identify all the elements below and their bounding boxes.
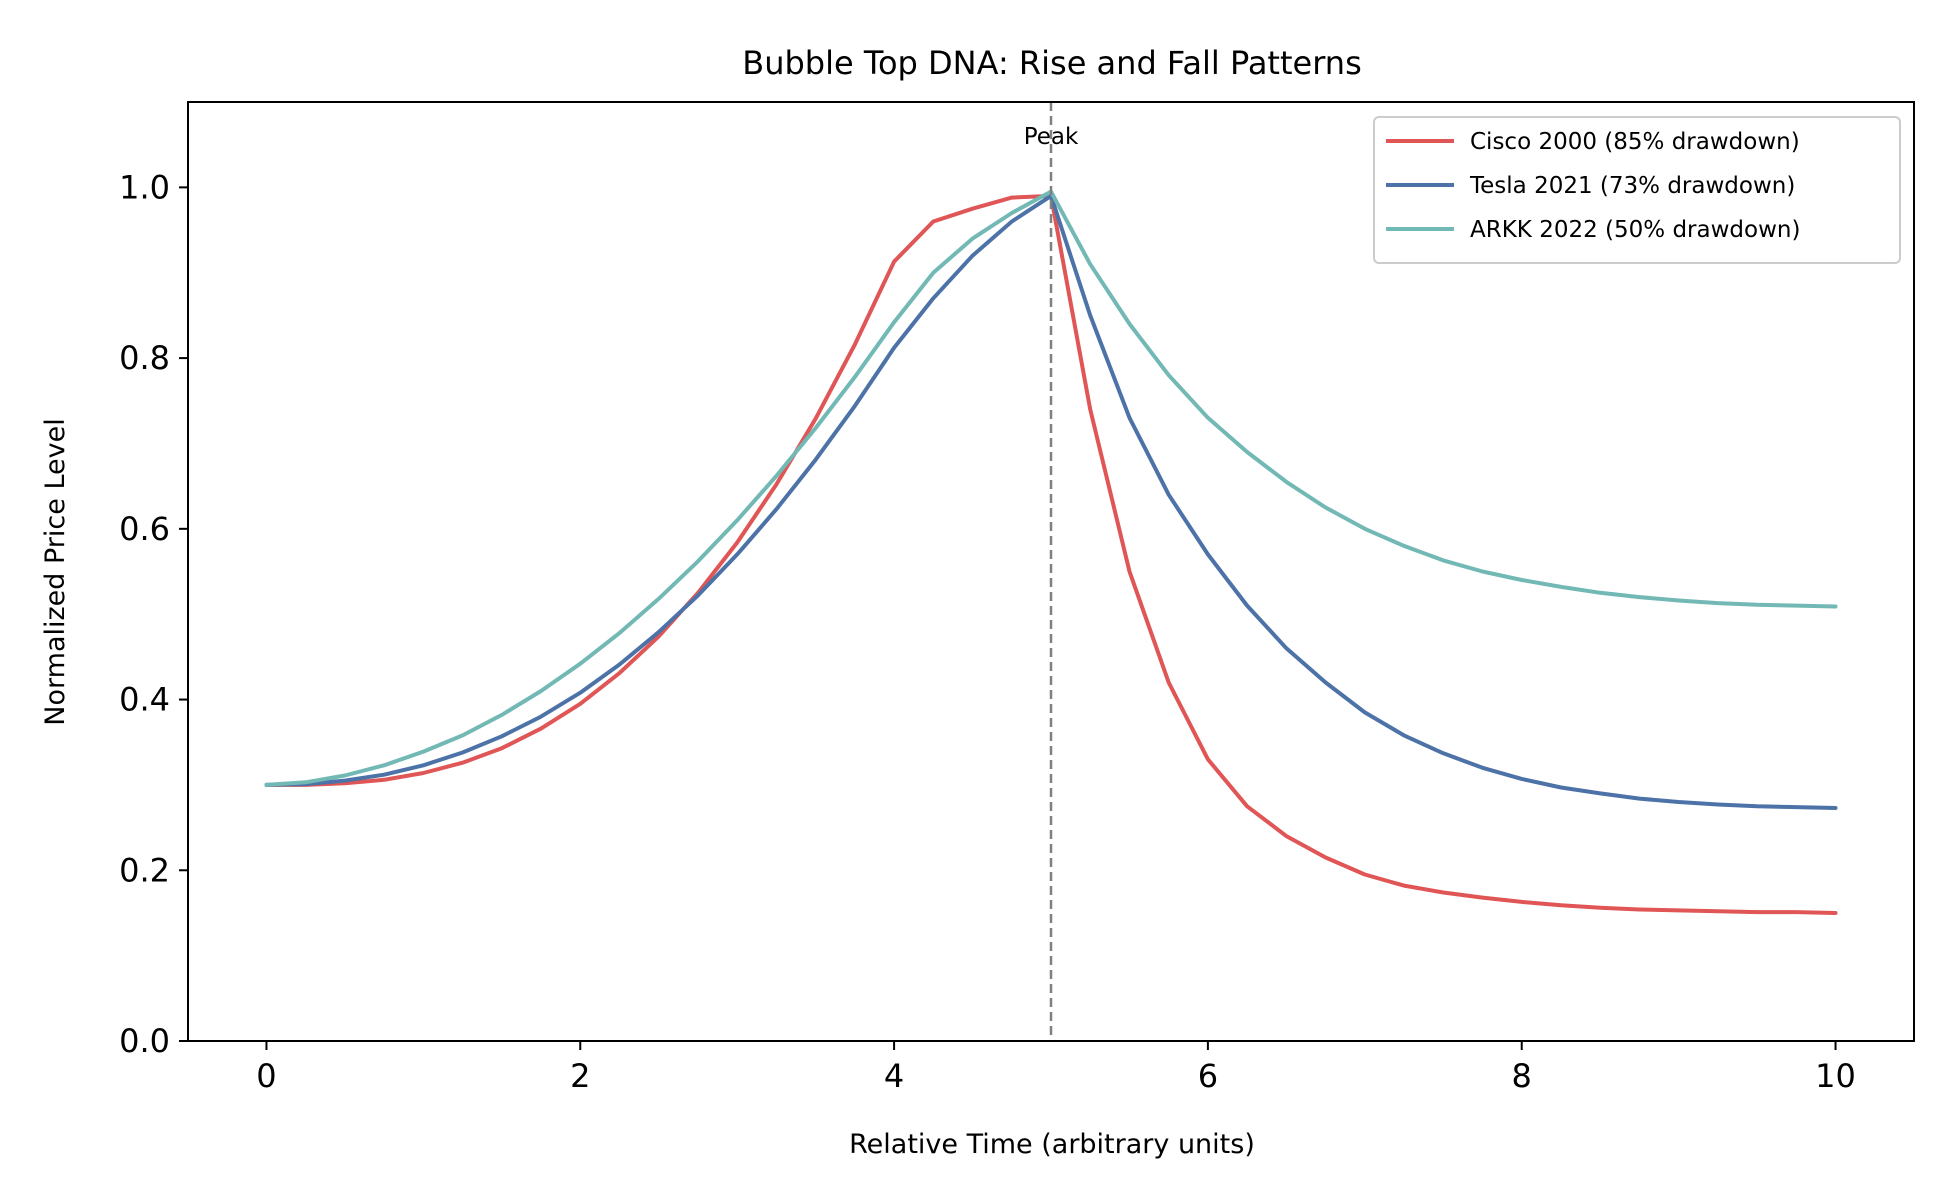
plot-frame (187, 101, 1915, 1042)
chart-title: Bubble Top DNA: Rise and Fall Patterns (742, 44, 1362, 82)
y-axis-label: Normalized Price Level (40, 418, 71, 725)
x-tick-label: 10 (1815, 1057, 1856, 1095)
x-tick-label: 6 (1198, 1057, 1218, 1095)
x-tick-label: 2 (570, 1057, 590, 1095)
legend-label: Tesla 2021 (73% drawdown) (1469, 173, 1795, 199)
x-tick-label: 8 (1512, 1057, 1532, 1095)
peak-label: Peak (1024, 124, 1079, 150)
y-tick-label: 0.0 (119, 1022, 170, 1060)
legend: Cisco 2000 (85% drawdown) Tesla 2021 (73%… (1373, 116, 1901, 264)
y-tick-label: 0.4 (119, 681, 170, 719)
legend-label: ARKK 2022 (50% drawdown) (1470, 217, 1800, 243)
y-tick-label: 0.6 (119, 510, 170, 548)
legend-label: Cisco 2000 (85% drawdown) (1470, 129, 1800, 155)
series-line-2 (264, 193, 1838, 810)
y-tick-label: 0.8 (119, 339, 170, 377)
y-tick-label: 1.0 (119, 168, 170, 206)
x-tick-label: 4 (884, 1057, 904, 1095)
x-axis-label: Relative Time (arbitrary units) (849, 1129, 1255, 1160)
legend-box (1373, 116, 1901, 264)
y-tick-label: 0.2 (119, 851, 170, 889)
x-tick-label: 0 (256, 1057, 276, 1095)
